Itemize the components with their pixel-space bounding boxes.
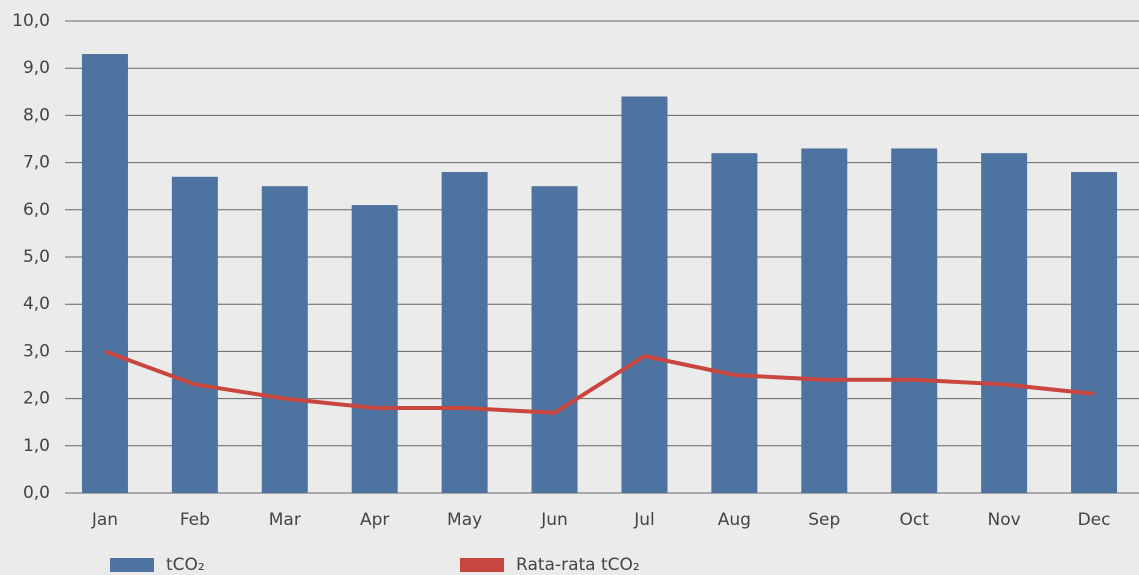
bar (171, 176, 218, 493)
bar (711, 153, 758, 493)
y-tick-label: 3,0 (23, 341, 50, 361)
legend-swatch (110, 558, 154, 572)
bar (621, 96, 668, 494)
bar (261, 186, 308, 493)
y-tick-label: 0,0 (23, 483, 50, 503)
y-tick-label: 1,0 (23, 436, 50, 456)
y-tick-label: 4,0 (23, 294, 50, 314)
x-tick-label: May (447, 510, 482, 530)
y-tick-label: 10,0 (12, 11, 50, 31)
x-tick-label: Dec (1078, 510, 1111, 530)
x-tick-label: Jan (91, 510, 118, 530)
legend-swatch (460, 558, 504, 572)
x-tick-label: Jul (633, 510, 655, 530)
x-tick-label: Aug (718, 510, 751, 530)
bar (891, 148, 938, 493)
x-tick-label: Nov (988, 510, 1021, 530)
bar (981, 153, 1028, 493)
y-tick-label: 9,0 (23, 58, 50, 78)
x-tick-label: Mar (269, 510, 301, 530)
y-tick-label: 8,0 (23, 105, 50, 125)
legend-label: Rata-rata tCO₂ (516, 555, 640, 575)
bar (441, 172, 488, 494)
x-tick-label: Apr (360, 510, 389, 530)
y-tick-label: 7,0 (23, 153, 50, 173)
y-tick-label: 2,0 (23, 389, 50, 409)
y-tick-label: 6,0 (23, 200, 50, 220)
x-tick-label: Feb (180, 510, 210, 530)
bar (81, 54, 128, 493)
bar (801, 148, 848, 493)
y-tick-label: 5,0 (23, 247, 50, 267)
bar (1071, 172, 1118, 494)
x-tick-label: Oct (900, 510, 930, 530)
bar (531, 186, 578, 493)
bar (351, 205, 398, 493)
legend-label: tCO₂ (166, 555, 205, 575)
x-tick-label: Sep (808, 510, 840, 530)
x-tick-label: Jun (540, 510, 568, 530)
line (104, 349, 1095, 415)
